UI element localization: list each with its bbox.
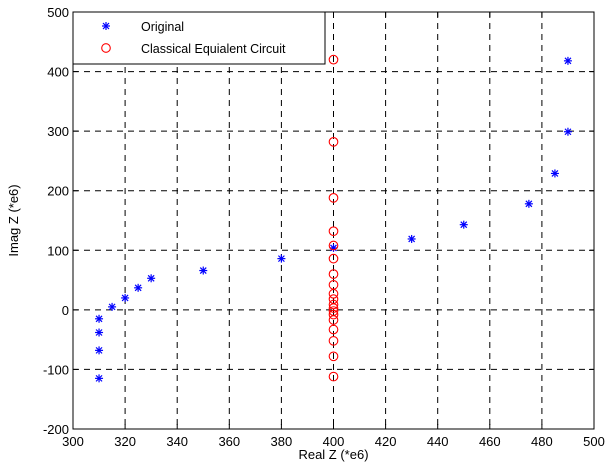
- original-point: [95, 346, 104, 355]
- y-tick-label: 200: [47, 184, 69, 199]
- equivalent-circuit-point: [328, 371, 339, 382]
- legend-label-original: Original: [141, 20, 184, 34]
- x-tick-label: 420: [375, 434, 397, 449]
- legend-symbol-original: [102, 22, 110, 30]
- equivalent-circuit-point: [328, 193, 339, 203]
- x-tick-label: 340: [166, 434, 188, 449]
- equivalent-circuit-point: [328, 137, 339, 147]
- x-tick-label: 460: [479, 434, 501, 449]
- legend-label-equivalent-circuit: Classical Equialent Circuit: [141, 42, 286, 56]
- original-point: [134, 283, 143, 292]
- equivalent-circuit-point: [328, 335, 339, 346]
- y-tick-label: 400: [47, 65, 69, 80]
- legend-box: [72, 11, 326, 65]
- equivalent-circuit-point: [328, 226, 339, 237]
- equivalent-circuit-point: [328, 240, 339, 251]
- equivalent-circuit-point: [328, 309, 339, 320]
- equivalent-circuit-point: [328, 299, 339, 310]
- original-point: [550, 169, 559, 178]
- equivalent-circuit-point: [328, 294, 339, 304]
- original-point: [108, 302, 117, 311]
- legend: Original Classical Equialent Circuit: [72, 11, 326, 65]
- x-tick-label: 360: [218, 434, 240, 449]
- x-tick-label: 480: [531, 434, 553, 449]
- original-point: [459, 220, 468, 229]
- y-tick-label: 500: [47, 5, 69, 20]
- x-tick-label: 400: [323, 434, 345, 449]
- original-point: [524, 199, 533, 208]
- equivalent-circuit-point: [328, 306, 339, 316]
- original-point: [147, 274, 156, 283]
- y-tick-label: -200: [43, 422, 69, 437]
- original-point: [95, 374, 104, 383]
- legend-symbol-equivalent-circuit: [101, 43, 111, 53]
- original-point: [563, 127, 572, 136]
- equivalent-circuit-point: [328, 324, 339, 335]
- x-tick-label: 300: [62, 434, 84, 449]
- grid-lines: [73, 12, 594, 429]
- original-point: [199, 266, 208, 275]
- y-tick-label: 100: [47, 243, 69, 258]
- x-tick-label: 320: [114, 434, 136, 449]
- equivalent-circuit-point: [328, 54, 339, 65]
- y-tick-label: 300: [47, 124, 69, 139]
- y-tick-label: 0: [62, 303, 69, 318]
- legend-marker: [102, 22, 110, 30]
- axis-ticks: 300 320 340 360 380 400 420 440 460 480 500 -200 -10…: [43, 5, 605, 449]
- equivalent-circuit-point: [328, 269, 339, 279]
- y-tick-label: -100: [43, 362, 69, 377]
- x-axis-label: Real Z (*e6): [298, 447, 368, 462]
- y-axis-label: Imag Z (*e6): [6, 184, 21, 256]
- equivalent-circuit-point: [328, 351, 339, 362]
- original-point: [95, 328, 104, 337]
- x-tick-label: 500: [583, 434, 605, 449]
- x-tick-label: 440: [427, 434, 449, 449]
- data-marks: [95, 54, 572, 383]
- equivalent-circuit-point: [328, 253, 339, 264]
- original-point: [329, 243, 338, 252]
- original-point: [563, 56, 572, 65]
- legend-marker: [101, 43, 111, 53]
- x-tick-label: 380: [271, 434, 293, 449]
- original-point: [121, 293, 130, 302]
- original-point: [407, 234, 416, 243]
- original-point: [277, 254, 286, 263]
- original-point: [95, 314, 104, 323]
- equivalent-circuit-point: [328, 279, 339, 290]
